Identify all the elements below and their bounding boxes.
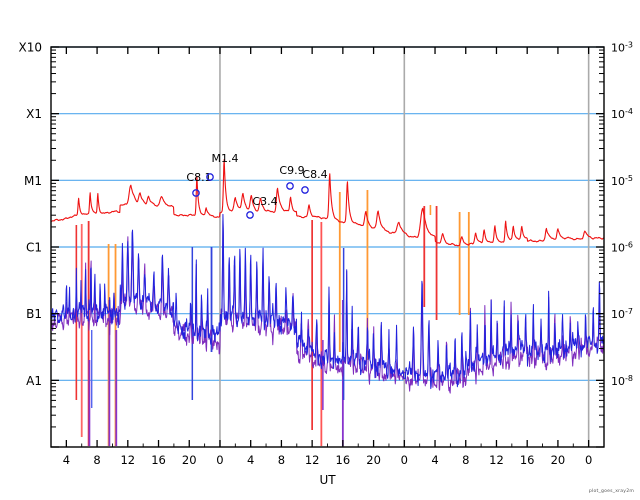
x-axis-tick-label: 8	[278, 453, 285, 467]
x-axis-tick-label: 12	[489, 453, 504, 467]
flare-annotations: C8.1M1.4 C3.4 C9.9C8.4	[186, 152, 328, 219]
x-axis-title: UT	[319, 473, 336, 487]
y-axis-label-X1: X1	[26, 107, 42, 121]
y-axis-label-C1: C1	[26, 241, 42, 255]
x-axis-tick-label: 20	[182, 453, 197, 467]
x-axis-tick-label: 4	[63, 453, 70, 467]
flare-marker[interactable]	[206, 173, 214, 181]
flare-label: C9.9	[279, 164, 304, 177]
flare-label: C8.1	[186, 171, 211, 184]
day-dividers	[219, 47, 590, 447]
flare-marker[interactable]	[301, 186, 309, 194]
y-axis-label-B1: B1	[26, 307, 42, 321]
x-axis-tick-label: 0	[401, 453, 408, 467]
flare-marker[interactable]	[286, 182, 294, 190]
flare-marker[interactable]	[246, 211, 254, 219]
x-axis-tick-label: 0	[585, 453, 592, 467]
x-axis-tick-label: 4	[431, 453, 438, 467]
short-wavelength-series	[50, 213, 605, 394]
flare-marker[interactable]	[192, 189, 200, 197]
x-axis-tick-label: 16	[520, 453, 535, 467]
x-axis-ticks: 4 8 12 16 20 0 4 8 12 16 20 0 4 8 12 16 20 0	[50, 47, 605, 467]
x-axis-tick-label: 8	[93, 453, 100, 467]
data-flag-lines	[75, 190, 470, 446]
y-axis-label-M1: M1	[24, 174, 42, 188]
x-axis-tick-label: 8	[462, 453, 469, 467]
flare-label: M1.4	[212, 152, 239, 165]
x-axis-tick-label: 12	[305, 453, 320, 467]
short-wavelength-trace	[50, 213, 605, 390]
long-wavelength-series	[50, 159, 605, 247]
x-axis-tick-label: 4	[247, 453, 254, 467]
y-axis-ticks	[51, 46, 604, 448]
x-axis-tick-label: 16	[151, 453, 166, 467]
x-axis-tick-label: 16	[336, 453, 351, 467]
flare-label: C3.4	[252, 195, 277, 208]
watermark-label: plot_goes_xray2m	[588, 489, 634, 494]
y-axis-label-X10: X10	[19, 41, 43, 55]
x-axis-tick-label: 12	[120, 453, 135, 467]
x-axis-tick-label: 20	[366, 453, 381, 467]
flare-label: C8.4	[302, 168, 327, 181]
long-wavelength-trace	[50, 159, 605, 247]
x-axis-tick-label: 0	[216, 453, 223, 467]
x-axis-tick-label: 20	[551, 453, 566, 467]
y-axis-label-A1: A1	[26, 374, 42, 388]
y-axis-labels-left: X10 X1 M1 C1 B1 A1	[19, 41, 43, 388]
